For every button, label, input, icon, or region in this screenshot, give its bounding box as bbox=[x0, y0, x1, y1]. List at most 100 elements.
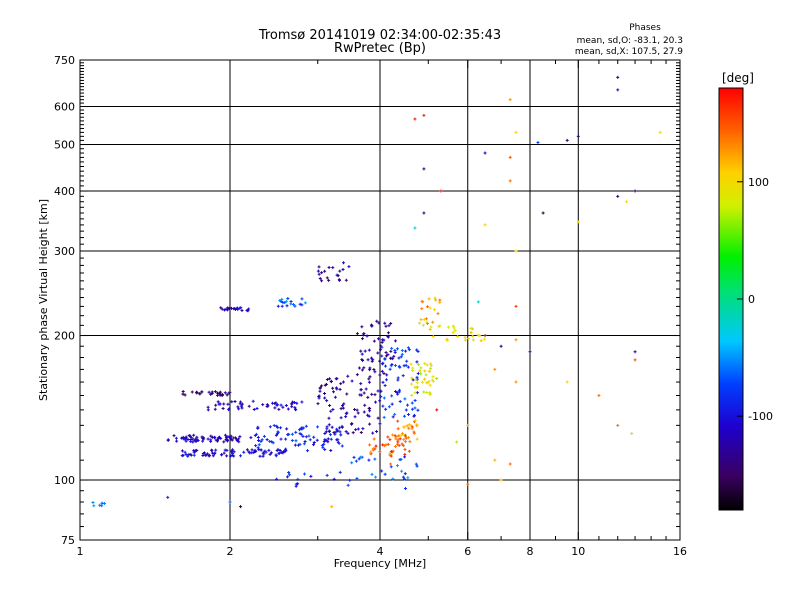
data-point bbox=[301, 434, 305, 438]
data-point bbox=[479, 339, 483, 343]
data-point bbox=[206, 405, 210, 409]
data-point bbox=[218, 402, 222, 406]
data-point bbox=[221, 393, 225, 397]
data-point bbox=[195, 437, 199, 441]
data-point bbox=[386, 435, 390, 439]
data-point bbox=[333, 432, 337, 436]
data-point bbox=[166, 438, 170, 442]
data-point bbox=[493, 367, 497, 371]
data-point bbox=[385, 378, 389, 382]
grid-lines bbox=[80, 60, 680, 540]
data-point bbox=[384, 443, 388, 447]
data-point bbox=[471, 338, 475, 342]
data-point bbox=[239, 454, 243, 458]
y-tick-label: 100 bbox=[54, 474, 75, 487]
data-point bbox=[252, 408, 256, 412]
data-point bbox=[207, 453, 211, 457]
data-point bbox=[390, 402, 394, 406]
data-point bbox=[353, 415, 357, 419]
data-point bbox=[366, 395, 370, 399]
data-point bbox=[186, 438, 190, 442]
data-point bbox=[280, 297, 284, 301]
data-point bbox=[360, 368, 364, 372]
data-point bbox=[240, 402, 244, 406]
data-point bbox=[401, 444, 405, 448]
data-point bbox=[385, 373, 389, 377]
data-point bbox=[374, 400, 378, 404]
data-point bbox=[327, 265, 331, 269]
data-point bbox=[377, 321, 381, 325]
data-point bbox=[346, 431, 350, 435]
data-point bbox=[233, 399, 237, 403]
data-point bbox=[329, 379, 333, 383]
data-point bbox=[347, 265, 351, 269]
data-point bbox=[368, 443, 372, 447]
data-point bbox=[245, 448, 249, 452]
data-point bbox=[456, 334, 460, 338]
data-point bbox=[189, 439, 193, 443]
colorbar: [deg] 100 0 -100 bbox=[718, 71, 773, 511]
data-point bbox=[238, 435, 242, 439]
data-point bbox=[404, 440, 408, 444]
data-point bbox=[284, 404, 288, 408]
data-point bbox=[541, 211, 545, 215]
data-point bbox=[98, 503, 102, 507]
data-point bbox=[232, 454, 236, 458]
data-point bbox=[381, 443, 385, 447]
data-point bbox=[415, 424, 419, 428]
data-point bbox=[290, 405, 294, 409]
data-point bbox=[403, 472, 407, 476]
data-point bbox=[257, 443, 261, 447]
data-point bbox=[406, 365, 410, 369]
data-point bbox=[407, 426, 411, 430]
data-point bbox=[262, 452, 266, 456]
data-point bbox=[219, 306, 223, 310]
data-point bbox=[471, 334, 475, 338]
data-point bbox=[422, 317, 426, 321]
data-point bbox=[397, 356, 401, 360]
data-point bbox=[356, 427, 360, 431]
data-point bbox=[499, 344, 503, 348]
data-point bbox=[251, 399, 255, 403]
data-point bbox=[296, 477, 300, 481]
data-point bbox=[413, 419, 417, 423]
data-point bbox=[339, 382, 343, 386]
data-point bbox=[348, 478, 352, 482]
data-point bbox=[394, 437, 398, 441]
data-point bbox=[396, 392, 400, 396]
data-point bbox=[407, 348, 411, 352]
data-point bbox=[340, 425, 344, 429]
data-point bbox=[413, 385, 417, 389]
data-point bbox=[410, 407, 414, 411]
data-point bbox=[368, 368, 372, 372]
data-point bbox=[536, 140, 540, 144]
data-point bbox=[166, 495, 170, 499]
data-point bbox=[424, 317, 428, 321]
y-tick-label: 400 bbox=[54, 185, 75, 198]
data-point bbox=[437, 324, 441, 328]
data-point bbox=[344, 278, 348, 282]
data-point bbox=[255, 406, 259, 410]
data-point bbox=[338, 269, 342, 273]
data-point bbox=[316, 425, 320, 429]
data-point bbox=[371, 431, 375, 435]
data-point bbox=[222, 440, 226, 444]
data-point bbox=[201, 452, 205, 456]
data-point bbox=[625, 200, 629, 204]
data-point bbox=[435, 408, 439, 412]
data-point bbox=[420, 299, 424, 303]
data-point bbox=[274, 453, 278, 457]
data-point bbox=[290, 432, 294, 436]
x-axis-ticks: 1 2 4 6 8 10 16 bbox=[77, 60, 687, 558]
data-point bbox=[214, 403, 218, 407]
data-point bbox=[100, 501, 104, 505]
data-point bbox=[326, 440, 330, 444]
data-point bbox=[389, 322, 393, 326]
data-point bbox=[392, 354, 396, 358]
data-point bbox=[260, 438, 264, 442]
data-point bbox=[285, 427, 289, 431]
data-point bbox=[303, 439, 307, 443]
data-point bbox=[274, 401, 278, 405]
data-point bbox=[597, 394, 601, 398]
data-point bbox=[332, 477, 336, 481]
